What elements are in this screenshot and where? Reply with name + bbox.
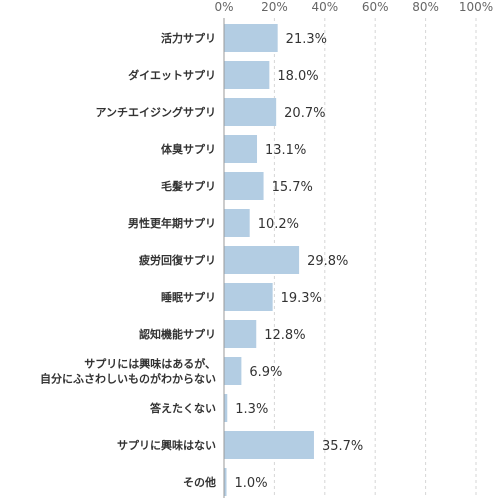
category-label: 答えたくない	[150, 401, 216, 415]
category-label: 自分にふさわしいものがわからない	[40, 372, 216, 386]
value-label: 10.2%	[258, 217, 299, 232]
x-tick-label: 20%	[261, 0, 288, 14]
value-label: 18.0%	[277, 69, 318, 84]
bar	[224, 209, 250, 237]
x-tick-label: 40%	[311, 0, 338, 14]
bar	[224, 431, 314, 459]
category-label: 体臭サプリ	[161, 142, 216, 156]
value-label: 12.8%	[264, 328, 305, 343]
bar	[224, 98, 277, 126]
bar	[224, 357, 242, 385]
value-label: 20.7%	[284, 106, 325, 121]
value-label: 19.3%	[281, 291, 322, 306]
category-label: 活力サプリ	[161, 31, 216, 45]
bar	[224, 135, 258, 163]
category-label: 男性更年期サプリ	[128, 216, 216, 230]
value-label: 13.1%	[265, 143, 306, 158]
bar	[224, 246, 300, 274]
value-label: 1.3%	[235, 402, 268, 417]
value-label: 6.9%	[249, 365, 282, 380]
bar	[224, 320, 257, 348]
bar	[224, 468, 227, 496]
category-label: サプリに興味はない	[117, 438, 216, 452]
value-label: 21.3%	[286, 32, 327, 47]
category-label: ダイエットサプリ	[128, 68, 216, 82]
x-tick-label: 60%	[362, 0, 389, 14]
bar	[224, 394, 228, 422]
category-label: 毛髪サプリ	[161, 179, 216, 193]
bar	[224, 24, 278, 52]
x-tick-label: 0%	[214, 0, 233, 14]
value-label: 35.7%	[322, 439, 363, 454]
x-tick-label: 100%	[459, 0, 493, 14]
value-label: 15.7%	[272, 180, 313, 195]
bar	[224, 283, 273, 311]
category-label: 疲労回復サプリ	[139, 253, 216, 267]
category-label: サプリには興味はあるが、	[84, 357, 216, 371]
category-label: 睡眠サプリ	[161, 290, 216, 304]
category-label: その他	[183, 475, 216, 489]
bar	[224, 61, 270, 89]
bar	[224, 172, 264, 200]
category-label: アンチエイジングサプリ	[95, 105, 216, 119]
category-label: 認知機能サプリ	[139, 327, 216, 341]
value-label: 29.8%	[307, 254, 348, 269]
x-tick-label: 80%	[412, 0, 439, 14]
value-label: 1.0%	[235, 476, 268, 491]
